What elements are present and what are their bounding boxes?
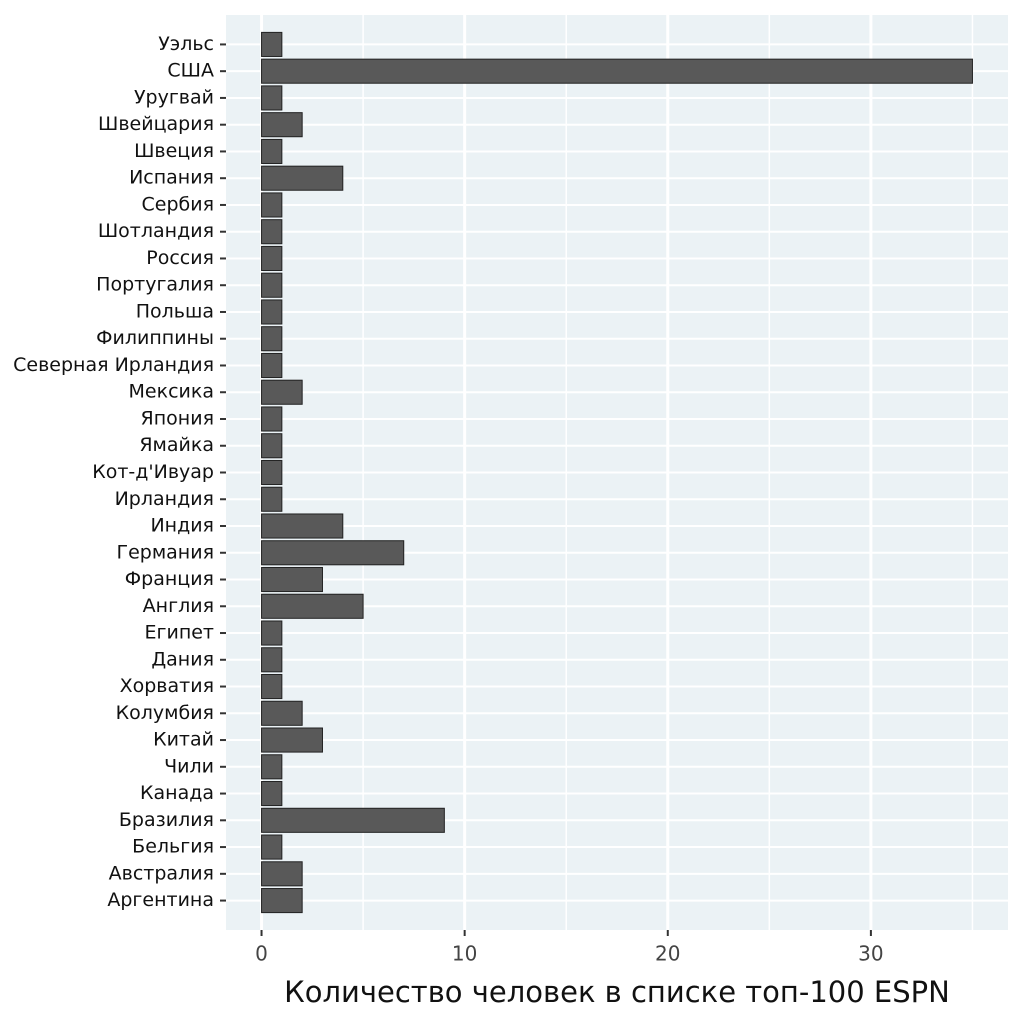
y-tick-label: Япония [141,407,214,429]
y-tick-label: Дания [151,648,214,670]
x-tick-label: 20 [655,942,680,966]
y-tick-label: Аргентина [107,889,214,911]
y-tick-label: Шотландия [98,220,214,242]
bar [261,58,973,84]
x-axis-title: Количество человек в списке топ-100 ESPN [284,975,950,1009]
bar [261,861,303,887]
y-tick-label: Франция [125,568,214,590]
y-tick-label: Испания [129,167,214,189]
y-tick-label: Россия [146,247,214,269]
y-tick-label: Канада [140,782,214,804]
y-tick-label: Австралия [109,862,214,884]
bar [261,245,283,272]
bar [261,593,364,619]
bar [261,620,283,646]
bar [261,888,303,914]
bar [261,165,344,191]
bar [261,379,303,405]
y-tick-label: Ирландия [115,488,214,510]
y-tick-label: Англия [143,595,214,617]
bar [261,272,283,298]
bar [261,647,283,673]
x-tick-label: 10 [452,942,477,966]
y-tick-label: Португалия [96,274,214,296]
x-tick-label: 0 [255,942,268,966]
y-tick-label: Уругвай [134,86,214,108]
bar [261,781,283,807]
y-tick-label: США [167,60,214,82]
y-tick-label: Китай [153,729,214,751]
y-tick-label: Уэльс [158,33,214,55]
y-tick-label: Бразилия [119,809,214,831]
bar [261,192,283,218]
bar [261,754,283,780]
y-tick-label: Бельгия [132,836,214,858]
bar [261,326,283,352]
bar [261,673,283,700]
y-tick-label: Египет [144,622,214,644]
y-tick-label: Сербия [141,193,214,215]
bar [261,112,303,138]
y-tick-label: Индия [150,515,214,537]
bar [261,433,283,459]
bar [261,834,283,860]
bar [261,406,283,432]
bar [261,566,323,593]
y-tick-label: Ямайка [139,434,214,456]
bar [261,85,283,111]
y-tick-label: Филиппины [96,327,214,349]
bar [261,486,283,512]
y-tick-label: Хорватия [120,675,214,697]
y-tick-label: Швеция [134,140,214,162]
y-tick-label: Колумбия [116,702,214,724]
y-tick-label: Мексика [129,381,214,403]
y-tick-label: Кот-д'Ивуар [92,461,214,483]
y-tick-label: Польша [136,300,214,322]
bar [261,540,405,566]
bar [261,31,283,57]
x-tick-label: 30 [858,942,883,966]
bar [261,138,283,164]
y-tick-label: Северная Ирландия [13,354,214,376]
y-tick-label: Швейцария [98,113,214,135]
bar [261,299,283,325]
y-tick-label: Германия [116,541,214,563]
bar [261,700,303,726]
bar [261,727,323,753]
y-tick-label: Чили [164,755,214,777]
bar [261,219,283,245]
bar [261,352,283,379]
bar [261,459,283,486]
bar [261,513,344,539]
bar [261,807,445,833]
